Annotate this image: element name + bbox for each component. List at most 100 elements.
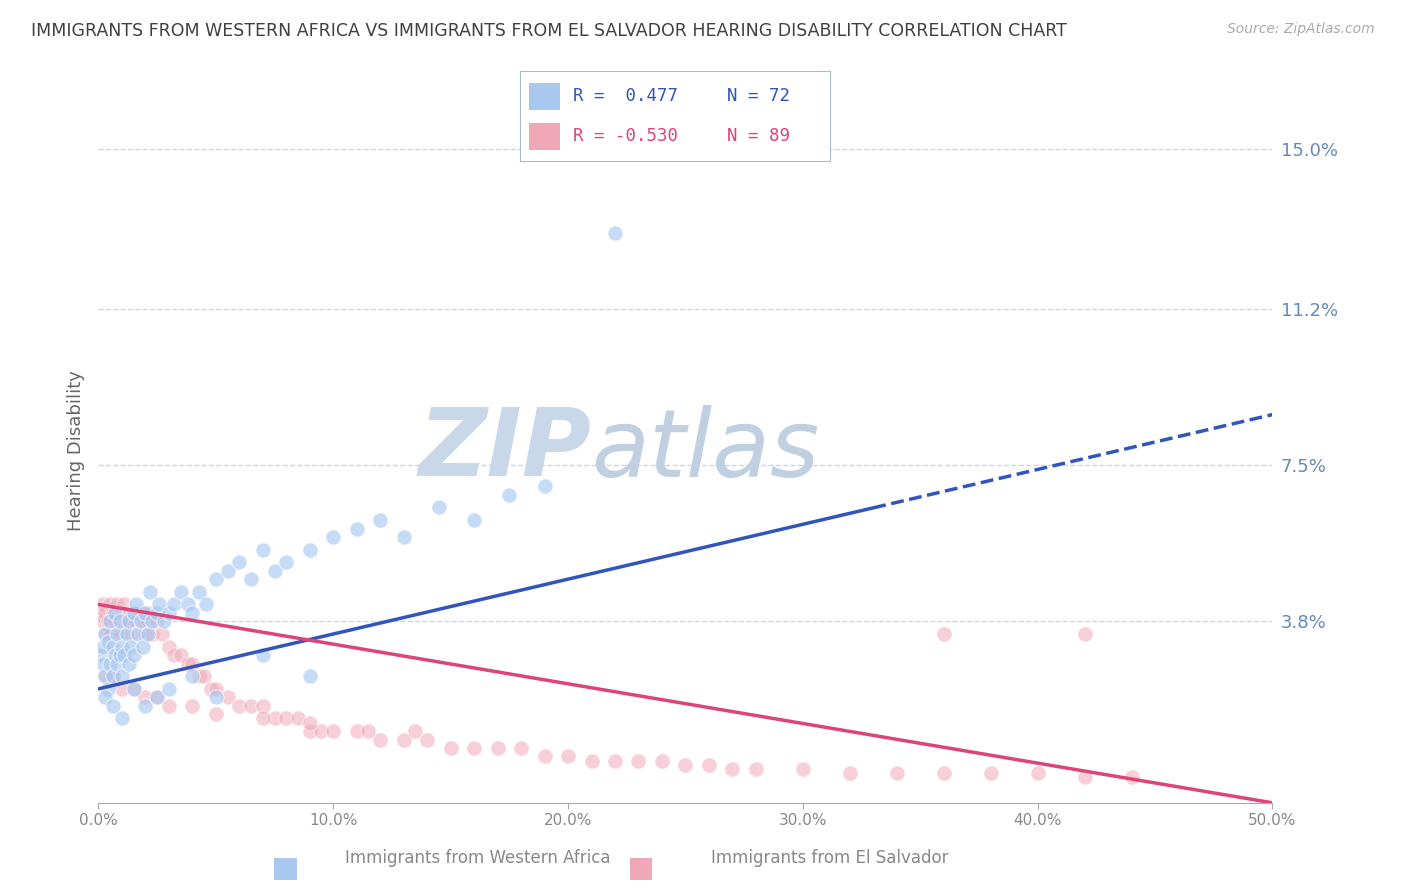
Point bbox=[148, 598, 170, 612]
Point bbox=[205, 681, 228, 696]
Point bbox=[132, 640, 155, 654]
Point bbox=[105, 598, 128, 612]
Point bbox=[533, 479, 555, 493]
Point bbox=[111, 615, 134, 629]
Point bbox=[188, 669, 211, 683]
Point bbox=[90, 648, 112, 662]
Point bbox=[111, 711, 134, 725]
Point bbox=[94, 606, 117, 620]
Point bbox=[112, 598, 135, 612]
Point bbox=[108, 648, 131, 662]
Point bbox=[141, 615, 163, 629]
Point bbox=[146, 606, 169, 620]
Point bbox=[112, 648, 135, 662]
Point bbox=[181, 606, 204, 620]
Point bbox=[91, 640, 114, 654]
Point bbox=[146, 690, 169, 705]
Point bbox=[118, 657, 141, 671]
Point bbox=[104, 606, 127, 620]
Point bbox=[134, 606, 156, 620]
Point bbox=[115, 615, 138, 629]
Point bbox=[675, 757, 697, 772]
Point bbox=[111, 606, 134, 620]
Point bbox=[181, 669, 204, 683]
Point bbox=[533, 749, 555, 764]
Point bbox=[228, 698, 250, 713]
Point bbox=[486, 741, 509, 756]
Point bbox=[146, 615, 169, 629]
Point bbox=[193, 669, 215, 683]
Point bbox=[252, 648, 274, 662]
Point bbox=[176, 598, 198, 612]
Point bbox=[392, 530, 415, 544]
Point bbox=[111, 669, 134, 683]
Point bbox=[205, 572, 228, 586]
Text: Immigrants from El Salvador: Immigrants from El Salvador bbox=[711, 849, 948, 867]
Point bbox=[298, 669, 321, 683]
Point bbox=[118, 615, 141, 629]
Point bbox=[111, 640, 134, 654]
Point bbox=[139, 606, 162, 620]
Point bbox=[603, 754, 626, 768]
Point bbox=[721, 762, 744, 776]
Point bbox=[122, 648, 145, 662]
Point bbox=[176, 657, 198, 671]
Point bbox=[127, 606, 149, 620]
Point bbox=[94, 690, 117, 705]
Point bbox=[416, 732, 439, 747]
Point bbox=[427, 500, 450, 515]
Point bbox=[157, 640, 180, 654]
Text: Source: ZipAtlas.com: Source: ZipAtlas.com bbox=[1227, 22, 1375, 37]
Point bbox=[127, 627, 149, 641]
Point bbox=[557, 749, 579, 764]
Point bbox=[838, 766, 860, 780]
Point bbox=[97, 635, 120, 649]
Point bbox=[98, 627, 121, 641]
Point bbox=[134, 690, 156, 705]
Point bbox=[129, 615, 152, 629]
Text: N = 72: N = 72 bbox=[727, 87, 790, 105]
Point bbox=[392, 732, 415, 747]
Point bbox=[298, 542, 321, 557]
Point bbox=[132, 606, 155, 620]
Point bbox=[1073, 627, 1095, 641]
Point bbox=[150, 627, 173, 641]
Point bbox=[276, 555, 298, 569]
Point bbox=[263, 711, 285, 725]
Point bbox=[439, 741, 461, 756]
Text: atlas: atlas bbox=[592, 405, 820, 496]
Point bbox=[188, 584, 211, 599]
Point bbox=[217, 564, 239, 578]
Point bbox=[346, 522, 368, 536]
Point bbox=[886, 766, 908, 780]
Text: N = 89: N = 89 bbox=[727, 128, 790, 145]
Point bbox=[98, 615, 121, 629]
Point bbox=[101, 698, 124, 713]
Point bbox=[311, 724, 333, 739]
Point bbox=[97, 681, 120, 696]
Point bbox=[98, 598, 121, 612]
Point bbox=[91, 657, 114, 671]
Point bbox=[141, 627, 163, 641]
Point bbox=[125, 615, 148, 629]
Point bbox=[98, 657, 121, 671]
Point bbox=[200, 681, 222, 696]
Point bbox=[125, 598, 148, 612]
Point bbox=[162, 648, 184, 662]
Point bbox=[276, 711, 298, 725]
Point bbox=[134, 627, 156, 641]
Point bbox=[118, 606, 141, 620]
Point bbox=[122, 606, 145, 620]
Point bbox=[228, 555, 250, 569]
Point bbox=[980, 766, 1002, 780]
Point bbox=[101, 669, 124, 683]
Text: R =  0.477: R = 0.477 bbox=[572, 87, 678, 105]
Point bbox=[252, 698, 274, 713]
Point bbox=[129, 615, 152, 629]
Point bbox=[792, 762, 814, 776]
Point bbox=[603, 226, 626, 240]
Point bbox=[368, 732, 391, 747]
Point bbox=[94, 669, 117, 683]
Point bbox=[498, 488, 520, 502]
Point bbox=[287, 711, 309, 725]
